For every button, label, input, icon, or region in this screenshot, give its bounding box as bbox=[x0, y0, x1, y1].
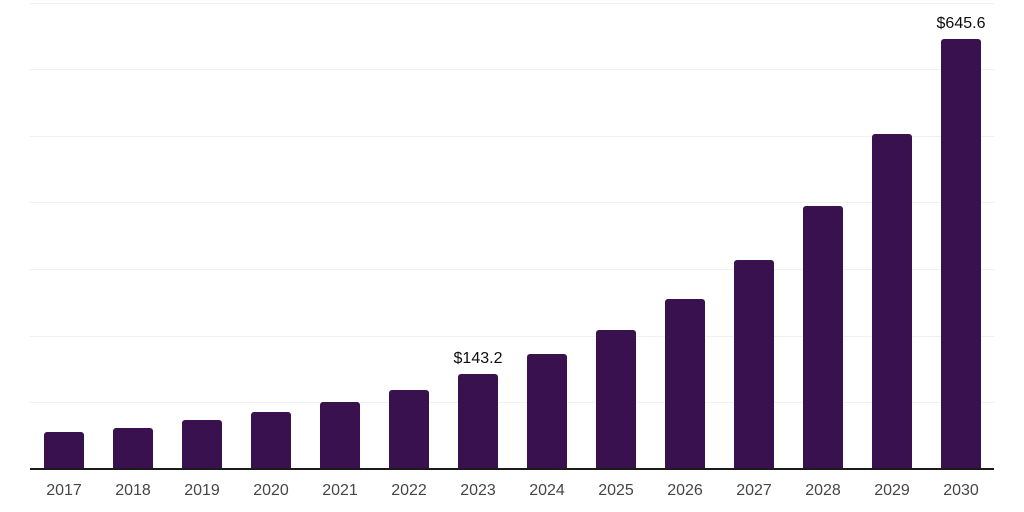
bar-2028 bbox=[803, 206, 843, 469]
bar-2030 bbox=[941, 38, 981, 469]
bar-2027 bbox=[734, 259, 774, 469]
x-tick-label-2027: 2027 bbox=[736, 482, 772, 499]
x-tick-label-2024: 2024 bbox=[529, 482, 565, 499]
bar-2018 bbox=[113, 427, 153, 469]
x-tick-label-2019: 2019 bbox=[184, 482, 220, 499]
gridline-400 bbox=[30, 202, 994, 204]
bar-2021 bbox=[320, 402, 360, 469]
x-tick-label-2020: 2020 bbox=[253, 482, 289, 499]
x-tick-label-2017: 2017 bbox=[46, 482, 82, 499]
gridline-500 bbox=[30, 135, 994, 137]
x-tick-label-2026: 2026 bbox=[667, 482, 703, 499]
bar-2020 bbox=[251, 412, 291, 469]
x-tick-label-2021: 2021 bbox=[322, 482, 358, 499]
gridline-200 bbox=[30, 335, 994, 337]
x-tick-label-2022: 2022 bbox=[391, 482, 427, 499]
gridline-100 bbox=[30, 402, 994, 404]
x-tick-label-2025: 2025 bbox=[598, 482, 634, 499]
x-tick-label-2030: 2030 bbox=[943, 482, 979, 499]
value-label-2023: $143.2 bbox=[453, 349, 503, 367]
x-tick-label-2023: 2023 bbox=[460, 482, 496, 499]
value-label-2030: $645.6 bbox=[936, 14, 986, 32]
gridline-600 bbox=[30, 69, 994, 71]
bar-2023 bbox=[458, 373, 498, 469]
x-tick-label-2018: 2018 bbox=[115, 482, 151, 499]
bar-2022 bbox=[389, 390, 429, 469]
bar-2025 bbox=[596, 330, 636, 469]
x-axis-line bbox=[30, 468, 994, 470]
gridline-700 bbox=[30, 2, 994, 4]
bar-2017 bbox=[44, 432, 84, 469]
bar-2019 bbox=[182, 420, 222, 469]
bar-2026 bbox=[665, 299, 705, 469]
x-tick-label-2029: 2029 bbox=[874, 482, 910, 499]
bar-2024 bbox=[527, 354, 567, 469]
gridline-300 bbox=[30, 269, 994, 271]
x-tick-label-2028: 2028 bbox=[805, 482, 841, 499]
bar-2029 bbox=[872, 134, 912, 469]
